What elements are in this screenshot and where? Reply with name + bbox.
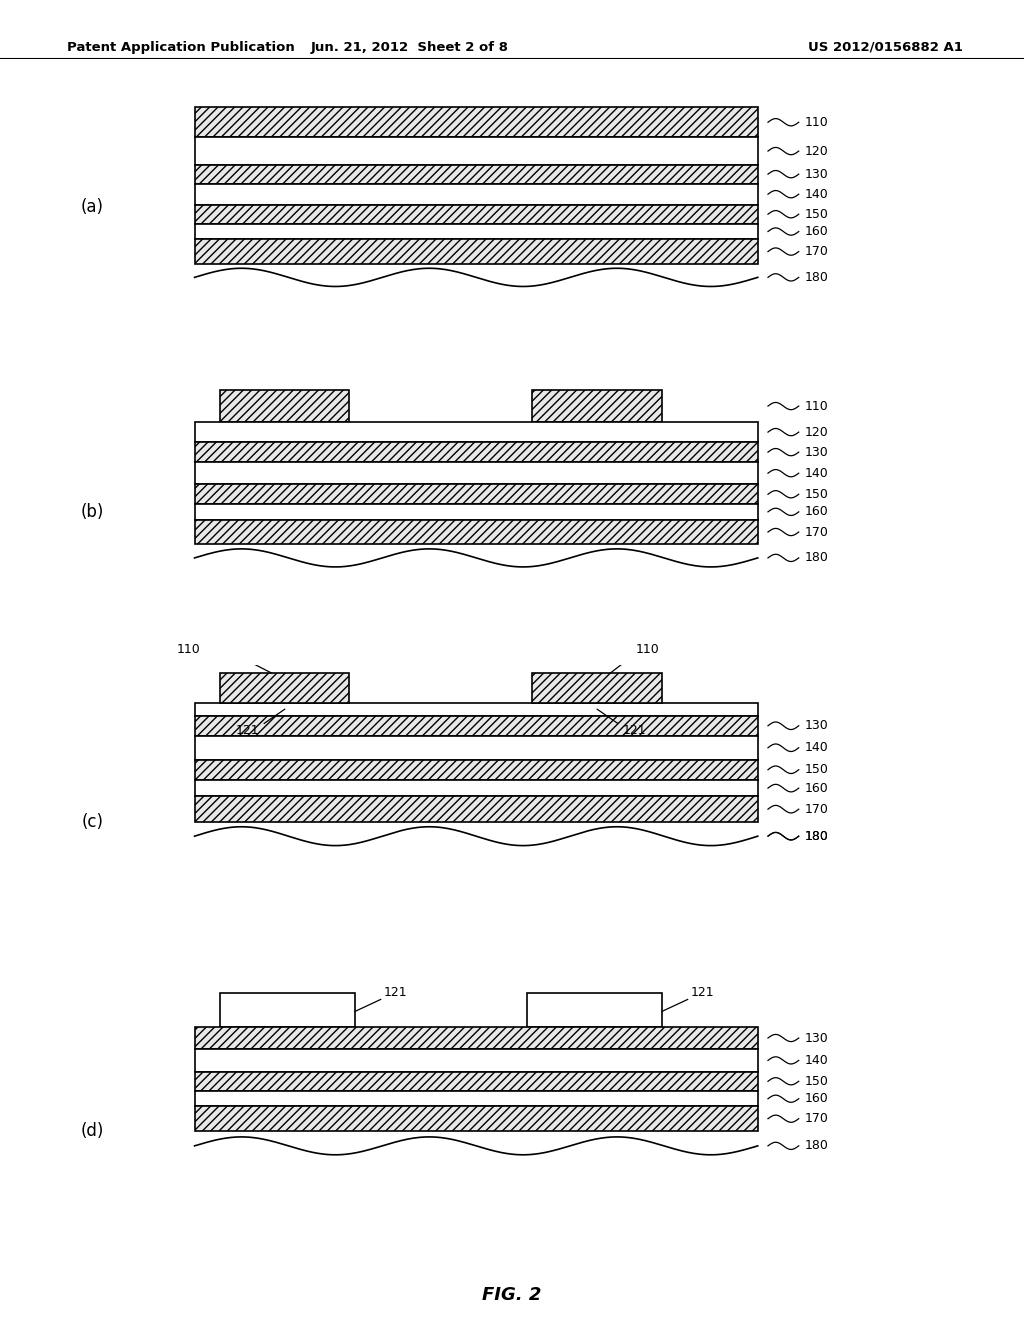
Bar (195, 1072, 758, 1090)
Text: 140: 140 (805, 1053, 828, 1067)
Text: 130: 130 (805, 1031, 828, 1044)
Text: US 2012/0156882 A1: US 2012/0156882 A1 (808, 41, 963, 54)
Text: 121: 121 (384, 986, 408, 999)
Text: 120: 120 (805, 425, 828, 438)
Text: 180: 180 (805, 552, 828, 565)
Bar (195, 759, 758, 780)
Text: 180: 180 (805, 830, 828, 842)
Text: 110: 110 (636, 643, 659, 656)
Text: Jun. 21, 2012  Sheet 2 of 8: Jun. 21, 2012 Sheet 2 of 8 (310, 41, 509, 54)
Text: 170: 170 (805, 525, 828, 539)
Text: (c): (c) (81, 813, 103, 832)
Text: 140: 140 (805, 187, 828, 201)
Text: 150: 150 (805, 207, 828, 220)
Bar (195, 796, 758, 822)
Bar (195, 1027, 758, 1049)
Bar (195, 165, 758, 183)
Bar (195, 737, 758, 759)
Bar (195, 462, 758, 484)
Bar (195, 239, 758, 264)
Bar (195, 1106, 758, 1131)
Text: 110: 110 (176, 643, 200, 656)
Bar (195, 137, 758, 165)
Text: FIG. 2: FIG. 2 (482, 1286, 542, 1304)
Text: 130: 130 (805, 719, 828, 733)
Bar (195, 484, 758, 504)
Text: 121: 121 (623, 725, 646, 738)
Text: 180: 180 (805, 830, 828, 842)
Text: 130: 130 (805, 446, 828, 458)
Text: 160: 160 (805, 224, 828, 238)
Text: 140: 140 (805, 467, 828, 479)
Text: (a): (a) (81, 198, 103, 216)
Text: 150: 150 (805, 488, 828, 500)
Text: 160: 160 (805, 1092, 828, 1105)
Text: 121: 121 (236, 725, 259, 738)
Text: 170: 170 (805, 1113, 828, 1125)
Text: 150: 150 (805, 763, 828, 776)
Text: 110: 110 (805, 400, 828, 413)
Bar (526, 993, 662, 1027)
Text: 150: 150 (805, 1074, 828, 1088)
Text: 110: 110 (805, 116, 828, 129)
Text: 180: 180 (805, 271, 828, 284)
Bar (220, 673, 349, 704)
Bar (195, 107, 758, 137)
Bar (220, 391, 349, 422)
Bar (195, 442, 758, 462)
Bar (220, 993, 355, 1027)
Text: 121: 121 (690, 986, 715, 999)
Bar (195, 704, 758, 715)
Bar (195, 504, 758, 520)
Text: 130: 130 (805, 168, 828, 181)
Text: 140: 140 (805, 742, 828, 754)
Bar (195, 780, 758, 796)
Text: (d): (d) (81, 1122, 103, 1140)
Text: 120: 120 (805, 145, 828, 157)
Bar (532, 673, 663, 704)
Bar (532, 391, 663, 422)
Bar (195, 715, 758, 737)
Bar (195, 1049, 758, 1072)
Text: 170: 170 (805, 803, 828, 816)
Text: 180: 180 (805, 1139, 828, 1152)
Text: (b): (b) (81, 503, 103, 521)
Bar (195, 205, 758, 223)
Text: 160: 160 (805, 781, 828, 795)
Text: 170: 170 (805, 246, 828, 259)
Bar (195, 223, 758, 239)
Text: 160: 160 (805, 506, 828, 519)
Bar (195, 183, 758, 205)
Bar (195, 1090, 758, 1106)
Bar (195, 520, 758, 544)
Bar (195, 422, 758, 442)
Text: Patent Application Publication: Patent Application Publication (67, 41, 294, 54)
